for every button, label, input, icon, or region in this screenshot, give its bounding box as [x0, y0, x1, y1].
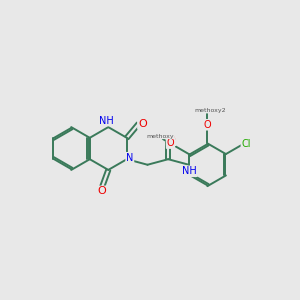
- Text: O: O: [167, 135, 176, 145]
- Text: Cl: Cl: [242, 140, 251, 149]
- Text: NH: NH: [182, 166, 197, 176]
- Text: O: O: [167, 138, 174, 148]
- Text: N: N: [126, 153, 134, 163]
- Text: NH: NH: [99, 116, 114, 126]
- Text: methoxy: methoxy: [147, 134, 174, 139]
- Text: O: O: [98, 187, 106, 196]
- Text: O: O: [138, 119, 147, 129]
- Text: methoxy2: methoxy2: [194, 108, 226, 113]
- Text: O: O: [204, 120, 211, 130]
